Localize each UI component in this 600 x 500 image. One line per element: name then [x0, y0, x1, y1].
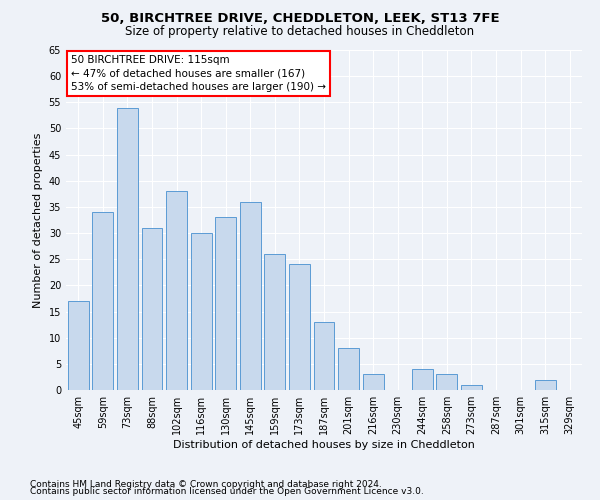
Bar: [240, 202, 261, 390]
Bar: [215, 218, 236, 390]
Bar: [191, 233, 212, 390]
Bar: [314, 322, 334, 390]
Text: 50 BIRCHTREE DRIVE: 115sqm
← 47% of detached houses are smaller (167)
53% of sem: 50 BIRCHTREE DRIVE: 115sqm ← 47% of deta…: [71, 55, 326, 92]
Bar: [166, 191, 187, 390]
Bar: [461, 385, 482, 390]
Bar: [412, 369, 433, 390]
Bar: [535, 380, 556, 390]
Bar: [117, 108, 138, 390]
Bar: [362, 374, 383, 390]
Bar: [68, 301, 89, 390]
Bar: [289, 264, 310, 390]
Y-axis label: Number of detached properties: Number of detached properties: [33, 132, 43, 308]
Text: 50, BIRCHTREE DRIVE, CHEDDLETON, LEEK, ST13 7FE: 50, BIRCHTREE DRIVE, CHEDDLETON, LEEK, S…: [101, 12, 499, 26]
Bar: [338, 348, 359, 390]
Bar: [436, 374, 457, 390]
Text: Contains public sector information licensed under the Open Government Licence v3: Contains public sector information licen…: [30, 488, 424, 496]
Bar: [265, 254, 286, 390]
Bar: [92, 212, 113, 390]
Text: Size of property relative to detached houses in Cheddleton: Size of property relative to detached ho…: [125, 25, 475, 38]
Bar: [142, 228, 163, 390]
Text: Contains HM Land Registry data © Crown copyright and database right 2024.: Contains HM Land Registry data © Crown c…: [30, 480, 382, 489]
X-axis label: Distribution of detached houses by size in Cheddleton: Distribution of detached houses by size …: [173, 440, 475, 450]
